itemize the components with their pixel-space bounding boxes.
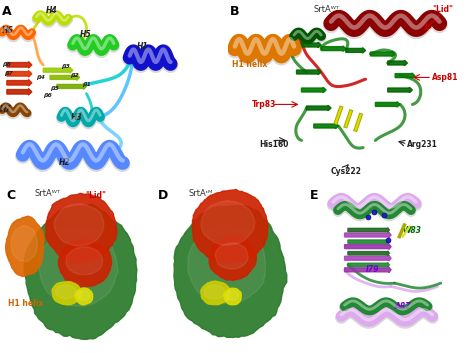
Text: β6: β6 [43,93,52,98]
FancyArrow shape [348,239,390,244]
Polygon shape [226,291,238,301]
Polygon shape [192,190,268,263]
Text: H4: H4 [46,6,57,15]
Text: H7: H7 [0,105,12,114]
Text: H1: H1 [137,42,148,51]
FancyArrow shape [7,61,32,68]
Text: β8: β8 [2,62,11,67]
Polygon shape [209,236,256,280]
FancyArrow shape [43,67,73,73]
FancyArrow shape [7,89,32,95]
Text: H5: H5 [80,30,91,39]
Polygon shape [174,205,287,337]
Text: SrtAᶦᴹ: SrtAᶦᴹ [189,189,213,198]
Text: β1: β1 [82,82,91,87]
Text: H1 helix: H1 helix [232,60,268,69]
Text: β4: β4 [36,75,46,80]
Text: "Lid": "Lid" [432,5,453,13]
Text: His160: His160 [260,139,289,149]
Text: H2: H2 [59,157,71,167]
Text: Asp81: Asp81 [432,73,459,82]
Polygon shape [39,227,118,306]
FancyArrow shape [345,267,391,273]
FancyArrow shape [395,73,415,78]
Text: β5: β5 [50,86,59,91]
Text: SrtAᵂᵀ: SrtAᵂᵀ [314,5,340,14]
Text: β7: β7 [5,71,13,76]
Polygon shape [201,201,255,245]
Polygon shape [55,285,76,299]
Polygon shape [78,291,90,300]
Polygon shape [204,285,224,299]
FancyArrow shape [306,105,331,111]
Polygon shape [5,216,44,277]
FancyArrow shape [297,42,321,48]
Polygon shape [66,247,103,275]
Polygon shape [11,226,37,262]
Polygon shape [188,226,265,304]
FancyArrow shape [7,79,32,86]
FancyArrow shape [297,69,321,75]
Text: SrtAᵂᵀ: SrtAᵂᵀ [34,189,60,198]
FancyArrow shape [345,232,391,238]
Polygon shape [75,288,93,305]
Text: "Lid": "Lid" [85,191,107,200]
Text: E: E [310,189,318,202]
FancyArrow shape [348,263,390,267]
FancyArrow shape [345,256,391,261]
FancyArrow shape [321,46,346,51]
Text: A87: A87 [394,302,411,311]
FancyArrow shape [57,84,86,89]
Polygon shape [52,281,82,305]
Polygon shape [24,204,137,339]
Text: B: B [230,5,239,18]
FancyArrow shape [348,251,390,256]
FancyArrow shape [346,48,365,53]
Text: Trp83: Trp83 [252,100,276,109]
Text: H1 helix: H1 helix [8,299,43,307]
FancyArrow shape [371,51,395,57]
Text: H3: H3 [71,113,82,121]
Polygon shape [46,193,117,263]
Polygon shape [224,288,241,305]
Text: W83: W83 [402,226,421,234]
FancyArrow shape [50,74,80,80]
Text: C: C [6,189,15,202]
FancyArrow shape [348,228,390,232]
Polygon shape [201,281,230,305]
Text: H6: H6 [2,26,14,35]
FancyArrow shape [388,87,412,93]
FancyArrow shape [388,60,408,66]
FancyArrow shape [7,71,32,77]
Polygon shape [54,204,104,246]
Text: β2: β2 [71,73,80,78]
FancyArrow shape [345,244,391,249]
Polygon shape [58,239,112,287]
Text: β3: β3 [62,64,70,69]
FancyArrow shape [314,123,338,129]
Text: Cys222: Cys222 [331,167,362,175]
Text: I79: I79 [366,265,380,274]
Text: A: A [2,5,12,18]
Polygon shape [215,243,248,269]
FancyArrow shape [301,87,326,93]
Text: Arg231: Arg231 [408,139,438,149]
FancyArrow shape [375,102,400,107]
Text: D: D [158,189,168,202]
